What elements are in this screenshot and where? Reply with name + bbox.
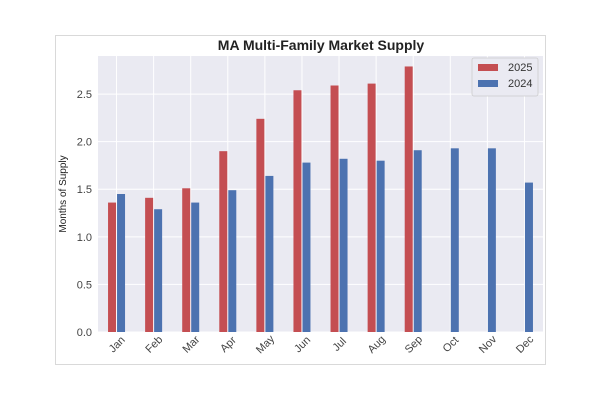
bar-2025-may (256, 118, 265, 333)
bar-2025-jun (293, 90, 302, 332)
legend-swatch-2024 (478, 80, 498, 87)
x-tick-label-mar: Mar (180, 334, 202, 356)
x-tick-label-jan: Jan (107, 334, 128, 355)
bar-2024-mar (191, 202, 200, 332)
x-tick-labels: Jan Feb Mar Apr May Jun Jul Aug Sep Oct Nov Dec (107, 333, 537, 357)
chart-figure: MA Multi-Family Market Supply 0.0 0.5 1.0 1… (55, 35, 546, 365)
bar-2024-oct (450, 148, 459, 332)
bar-2025-aug (367, 83, 376, 332)
y-tick-label: 2.5 (77, 89, 92, 101)
y-tick-label: 2.0 (77, 137, 92, 149)
x-tick-label-aug: Aug (366, 334, 388, 356)
bar-2024-apr (228, 190, 237, 332)
bar-2024-nov (487, 148, 496, 332)
bar-2025-feb (145, 197, 154, 332)
bar-2025-sep (404, 66, 413, 332)
bar-2025-jan (108, 202, 117, 332)
bar-2025-jul (330, 85, 339, 332)
legend: 2025 2024 (471, 57, 539, 97)
x-tick-label-jul: Jul (331, 335, 349, 353)
y-tick-label: 1.5 (77, 184, 92, 196)
x-tick-label-dec: Dec (514, 333, 537, 356)
bar-2024-jun (302, 162, 311, 332)
legend-label-2025: 2025 (508, 62, 532, 74)
x-tick-label-sep: Sep (403, 334, 425, 356)
y-tick-label: 0.0 (77, 327, 92, 339)
y-tick-label: 1.0 (77, 232, 92, 244)
y-axis-label: Months of Supply (58, 155, 69, 232)
y-tick-labels: 0.0 0.5 1.0 1.5 2.0 2.5 (77, 89, 92, 339)
plot-background (98, 56, 543, 332)
grid-lines (98, 56, 543, 333)
chart-title: MA Multi-Family Market Supply (218, 37, 425, 53)
bar-2024-feb (154, 209, 163, 332)
bar-2024-dec (524, 182, 533, 332)
x-tick-label-apr: Apr (218, 334, 239, 355)
bar-2024-may (265, 175, 274, 332)
x-tick-label-jun: Jun (292, 334, 313, 355)
bar-2024-jul (339, 158, 348, 332)
bar-group (108, 66, 533, 333)
x-tick-label-may: May (254, 333, 278, 357)
legend-label-2024: 2024 (508, 78, 532, 90)
x-tick-label-oct: Oct (441, 334, 462, 355)
x-tick-label-feb: Feb (143, 334, 165, 356)
y-tick-label: 0.5 (77, 279, 92, 291)
bar-chart: MA Multi-Family Market Supply 0.0 0.5 1.0 1… (58, 37, 543, 357)
x-tick-label-nov: Nov (477, 333, 500, 356)
bar-2025-mar (182, 188, 191, 332)
bar-2024-sep (413, 150, 422, 332)
bar-2024-jan (117, 194, 126, 332)
bar-2024-aug (376, 160, 385, 332)
legend-swatch-2025 (478, 64, 498, 71)
bar-2025-apr (219, 151, 228, 332)
